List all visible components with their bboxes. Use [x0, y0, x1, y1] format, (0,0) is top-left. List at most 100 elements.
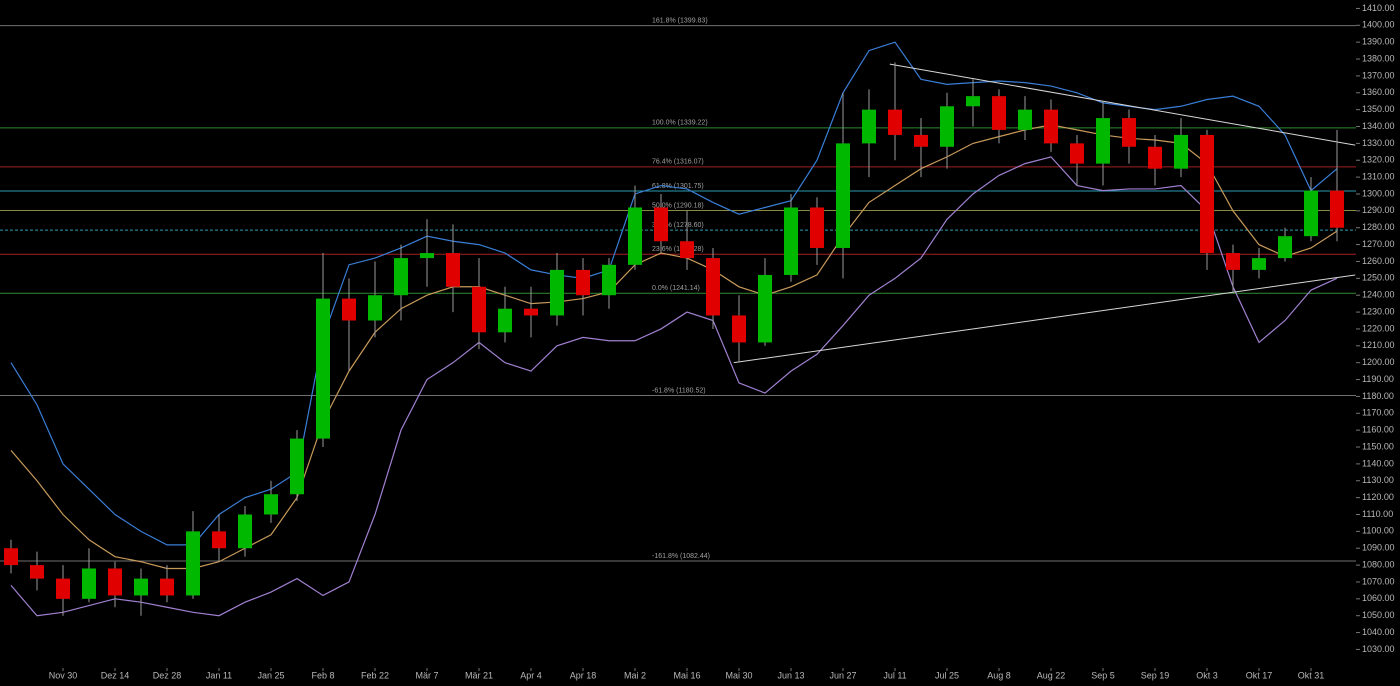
x-tick-label: Apr 4 — [520, 670, 542, 680]
y-tick-label: 1060.00 — [1362, 593, 1395, 603]
candle-body — [472, 286, 486, 333]
candle-body — [212, 531, 226, 549]
candle-body — [394, 258, 408, 296]
band-line — [10, 156, 1338, 617]
x-tick-label: Aug 8 — [987, 670, 1011, 680]
candle-body — [784, 207, 798, 275]
candle-body — [992, 96, 1006, 130]
y-tick-label: 1200.00 — [1362, 357, 1395, 367]
candle-body — [758, 274, 772, 343]
candle-body — [446, 253, 460, 287]
x-tick-label: Mär 21 — [465, 670, 493, 680]
candle-body — [1174, 134, 1188, 169]
x-tick-label: Jul 25 — [935, 670, 959, 680]
candle-body — [108, 568, 122, 596]
y-tick-label: 1400.00 — [1362, 20, 1395, 30]
candle-body — [316, 298, 330, 439]
x-tick-label: Jan 11 — [206, 670, 232, 680]
y-tick-label: 1370.00 — [1362, 70, 1395, 80]
x-tick-label: Jul 11 — [883, 670, 906, 680]
candle-body — [56, 578, 70, 599]
candle-body — [940, 106, 954, 147]
candle-body — [680, 241, 694, 259]
candle-body — [1122, 118, 1136, 147]
fib-label: 38.2% (1278.60) — [652, 222, 704, 229]
candle-body — [862, 109, 876, 144]
y-tick-label: 1050.00 — [1362, 610, 1395, 620]
fib-label: 50.0% (1290.18) — [652, 202, 704, 209]
x-tick-label: Okt 3 — [1196, 670, 1218, 680]
candle-body — [4, 548, 18, 566]
y-tick-label: 1080.00 — [1362, 559, 1395, 569]
x-tick-label: Dez 14 — [101, 670, 130, 680]
x-tick-label: Mär 7 — [415, 670, 438, 680]
candle-body — [1070, 143, 1084, 164]
fib-label: 0.0% (1241.14) — [652, 285, 700, 292]
y-tick-label: 1130.00 — [1362, 475, 1394, 485]
fib-label: -161.8% (1082.44) — [652, 553, 710, 560]
candle-body — [654, 207, 668, 242]
y-tick-label: 1320.00 — [1362, 155, 1395, 165]
y-tick-label: 1280.00 — [1362, 222, 1395, 232]
x-tick-label: Feb 22 — [361, 670, 389, 680]
y-tick-label: 1040.00 — [1362, 627, 1395, 637]
band-line — [10, 124, 1338, 570]
candle-body — [30, 565, 44, 579]
y-tick-label: 1340.00 — [1362, 121, 1395, 131]
candle-body — [810, 207, 824, 248]
trend-line — [733, 274, 1356, 364]
candle-body — [1330, 190, 1344, 228]
y-tick-label: 1220.00 — [1362, 323, 1395, 333]
x-tick-label: Sep 5 — [1091, 670, 1115, 680]
y-tick-label: 1390.00 — [1362, 37, 1395, 47]
candle-body — [160, 578, 174, 596]
x-tick-label: Okt 31 — [1298, 670, 1325, 680]
candle-body — [186, 531, 200, 596]
candle-body — [914, 134, 928, 147]
candle-body — [1304, 190, 1318, 237]
y-tick-label: 1380.00 — [1362, 53, 1395, 63]
fib-label: 100.0% (1339.22) — [652, 120, 708, 127]
candle-body — [342, 298, 356, 321]
candle-body — [420, 253, 434, 259]
y-tick-label: 1300.00 — [1362, 188, 1395, 198]
candle-body — [524, 308, 538, 316]
candle-body — [732, 315, 746, 343]
y-tick-label: 1230.00 — [1362, 306, 1395, 316]
candle-body — [264, 494, 278, 515]
candle-body — [966, 96, 980, 107]
candle-body — [134, 578, 148, 596]
candle-body — [238, 514, 252, 549]
fib-label: 76.4% (1316.07) — [652, 159, 704, 166]
fib-label: 23.6% (1264.28) — [652, 246, 704, 253]
y-tick-label: 1090.00 — [1362, 543, 1395, 553]
candle-body — [706, 258, 720, 316]
x-tick-label: Apr 18 — [570, 670, 597, 680]
y-tick-label: 1260.00 — [1362, 256, 1395, 266]
x-tick-label: Mai 30 — [725, 670, 752, 680]
trend-line — [889, 63, 1356, 146]
y-tick-label: 1240.00 — [1362, 290, 1395, 300]
x-tick-label: Okt 17 — [1246, 670, 1273, 680]
y-tick-label: 1250.00 — [1362, 273, 1395, 283]
y-tick-label: 1120.00 — [1362, 492, 1394, 502]
y-tick-label: 1030.00 — [1362, 644, 1395, 654]
x-tick-label: Mai 2 — [624, 670, 646, 680]
candle-body — [1226, 253, 1240, 270]
candle-body — [836, 143, 850, 248]
candle-body — [368, 295, 382, 321]
y-tick-label: 1350.00 — [1362, 104, 1395, 114]
candle-body — [1200, 134, 1214, 254]
x-tick-label: Dez 28 — [153, 670, 182, 680]
y-tick-label: 1270.00 — [1362, 239, 1395, 249]
x-tick-label: Feb 8 — [311, 670, 334, 680]
candle-body — [1044, 109, 1058, 144]
candle-body — [1148, 146, 1162, 169]
fib-label: 61.8% (1301.75) — [652, 183, 704, 190]
x-tick-label: Mai 16 — [673, 670, 700, 680]
y-tick-label: 1110.00 — [1362, 509, 1393, 519]
y-tick-label: 1410.00 — [1362, 3, 1395, 13]
candle-body — [498, 308, 512, 333]
